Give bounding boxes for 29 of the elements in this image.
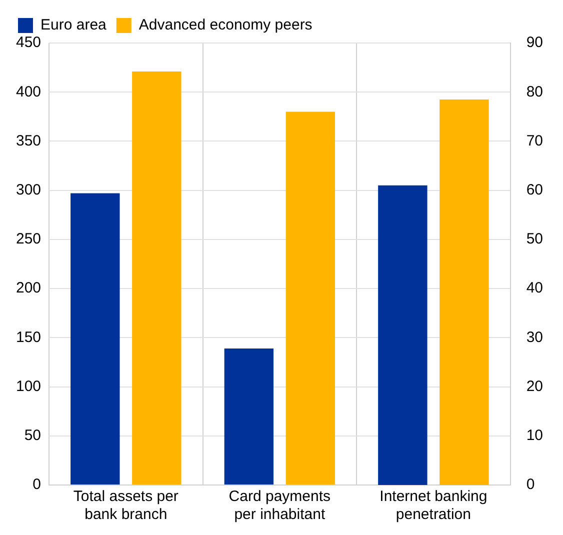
y2-tick-label: 50 bbox=[526, 230, 544, 248]
legend-label: Euro area bbox=[40, 16, 108, 34]
y-tick-label: 100 bbox=[16, 378, 42, 395]
y2-tick-label: 20 bbox=[526, 378, 544, 395]
legend-label: Advanced economy peers bbox=[138, 16, 312, 34]
y2-tick-label: 0 bbox=[526, 476, 535, 494]
bar bbox=[286, 112, 336, 484]
y-tick-label: 300 bbox=[16, 181, 42, 198]
y2-tick-label: 30 bbox=[526, 328, 544, 346]
y-tick-label: 200 bbox=[16, 280, 42, 297]
x-tick-label: Total assets per bank branch bbox=[73, 488, 178, 524]
y2-tick-label: 40 bbox=[526, 280, 544, 297]
y2-tick-label: 60 bbox=[526, 181, 544, 198]
y2-tick-label: 80 bbox=[526, 83, 544, 100]
y-tick-label: 50 bbox=[24, 427, 42, 444]
y2-tick-label: 10 bbox=[526, 427, 544, 444]
y2-tick-label: 90 bbox=[526, 34, 544, 52]
y2-tick-label: 70 bbox=[526, 132, 544, 150]
x-tick-label: Internet banking penetration bbox=[380, 488, 488, 524]
y-tick-label: 350 bbox=[16, 132, 42, 150]
y-tick-label: 0 bbox=[32, 476, 42, 494]
y-tick-label: 150 bbox=[16, 328, 42, 346]
y-tick-label: 250 bbox=[16, 230, 42, 248]
y-tick-label: 450 bbox=[16, 34, 42, 52]
y-tick-label: 400 bbox=[16, 83, 42, 100]
bar bbox=[132, 71, 182, 484]
x-tick-label: Card payments per inhabitant bbox=[228, 488, 331, 524]
bar bbox=[224, 348, 274, 484]
bar bbox=[70, 193, 120, 484]
